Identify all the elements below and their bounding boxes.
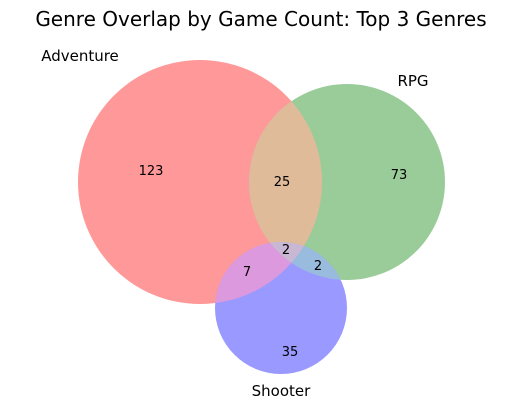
adventure-circle [78,60,322,304]
adventure-label: Adventure [41,47,119,65]
rpg-shooter-count: 2 [314,259,322,274]
rpg-label: RPG [397,72,428,90]
diagram-title: Genre Overlap by Game Count: Top 3 Genre… [35,7,486,31]
adventure-rpg-count: 25 [274,175,291,190]
adventure-rpg-overlap [249,84,322,280]
adventure-shooter-count: 7 [243,265,251,280]
shooter-label: Shooter [252,382,311,400]
all-three-count: 2 [282,243,290,258]
rpg-only-count: 73 [391,168,408,183]
shooter-only-count: 35 [282,345,299,360]
adventure-only-count: 123 [139,164,164,179]
